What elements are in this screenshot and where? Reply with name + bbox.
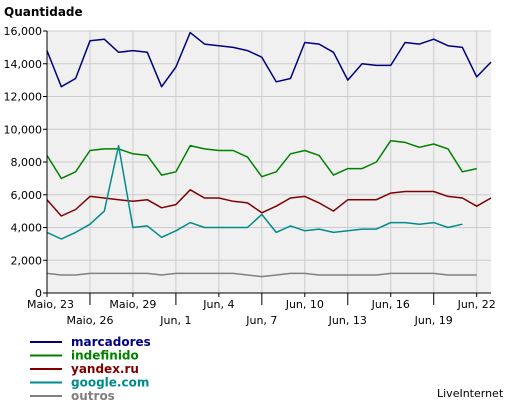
x-tick-label: Maio, 29 [109,298,156,311]
x-tick-label: Maio, 26 [66,314,113,327]
y-tick-label: 16,000 [4,25,43,38]
y-tick-label: 4,000 [11,222,43,235]
legend-label: outros [71,389,115,403]
y-tick-label: 12,000 [4,91,43,104]
y-tick-label: 14,000 [4,58,43,71]
legend-label: indefinido [71,349,139,363]
legend-label: yandex.ru [71,362,139,376]
y-tick-label: 2,000 [11,254,43,267]
x-tick-label: Jun, 1 [159,314,191,327]
y-tick-label: 0 [35,287,42,300]
x-tick-label: Jun, 7 [245,314,277,327]
grid [47,30,491,293]
series-line-google-com [46,144,463,240]
series-line-yandex-ru [46,189,492,217]
y-tick-label: 6,000 [11,189,43,202]
x-tick-label: Jun, 4 [202,298,234,311]
x-tick-label: Jun, 16 [371,298,410,311]
series-line-outros [46,272,477,278]
series-line-marcadores [46,31,492,88]
y-tick-label: 8,000 [11,156,43,169]
y-axis-label: Quantidade [4,5,83,19]
legend: marcadoresindefinidoyandex.rugoogle.como… [30,335,151,403]
x-tick-label: Jun, 10 [285,298,324,311]
legend-label: google.com [71,376,149,390]
y-tick-label: 10,000 [4,123,43,136]
x-tick-label: Maio, 23 [27,298,74,311]
x-tick-label: Jun, 13 [328,314,367,327]
x-tick-label: Jun, 19 [414,314,453,327]
credit-text: LiveInternet [437,387,504,400]
y-axis: 0 2,000 4,000 6,000 8,000 10,000 12,000 14,000 1… [4,25,47,300]
legend-label: marcadores [71,335,151,349]
x-tick-label: Jun, 22 [457,298,496,311]
series-lines [46,31,492,278]
